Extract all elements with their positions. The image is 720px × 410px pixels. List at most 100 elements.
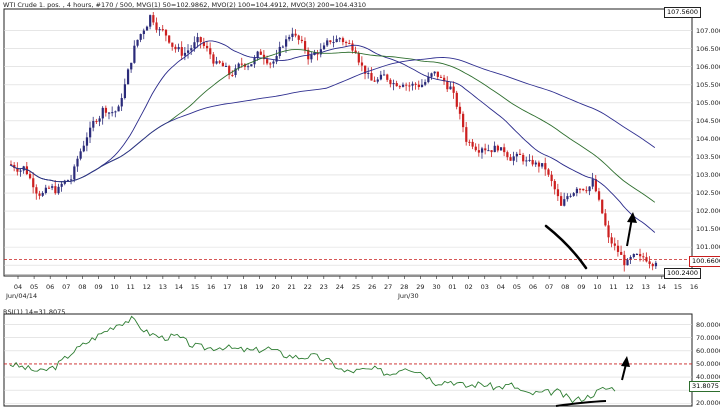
candle-body [70, 179, 73, 181]
candle-body [76, 158, 79, 167]
time-tick-label: 09 [577, 283, 586, 291]
candle-body [452, 86, 455, 93]
candle-body [107, 112, 111, 114]
time-tick-label: 14 [174, 283, 184, 291]
time-tick-label: 13 [158, 283, 167, 291]
candle-body [247, 66, 250, 68]
candle-body [484, 148, 487, 151]
candle-body [177, 47, 180, 50]
candle-body [10, 164, 13, 166]
rsi-line [9, 315, 616, 404]
candle-body [13, 164, 16, 168]
candle-body [512, 156, 515, 161]
price-tick-label: 103.5000 [696, 152, 720, 161]
candle-body [575, 188, 579, 194]
candle-body [209, 48, 212, 55]
time-tick-label: 09 [94, 283, 103, 291]
candle-body [136, 39, 139, 46]
time-tick-label: 05 [512, 283, 522, 291]
candle-body [493, 145, 496, 153]
candle-body [231, 74, 234, 76]
candle-body [566, 196, 569, 200]
candle-body [243, 64, 247, 67]
candle-body [117, 106, 120, 112]
candle-body [376, 79, 379, 82]
rsi-frame [3, 313, 693, 407]
candle-body [16, 167, 19, 172]
candle-body [357, 53, 360, 63]
candle-body [496, 145, 500, 151]
candle-body [51, 186, 54, 188]
price-tick-label: 106.5000 [696, 44, 720, 53]
candle-body [439, 76, 443, 78]
time-tick-label: 08 [78, 283, 87, 291]
price-chart[interactable] [0, 0, 720, 280]
rsi-value-box: 31.8075 [689, 381, 720, 392]
candle-body [607, 225, 610, 238]
candle-body [303, 41, 307, 50]
low-price-box: 100.2400 [664, 268, 702, 279]
time-tick-label: 10 [110, 283, 119, 291]
candle-body [291, 33, 294, 37]
candle-body [382, 74, 386, 76]
candle-body [319, 49, 322, 55]
candle-body [506, 152, 509, 158]
candle-body [60, 183, 63, 187]
time-tick-label: 03 [480, 283, 489, 291]
candle-body [224, 65, 228, 67]
main-chart-title: WTI Crude 1. pos. , 4 hours, #170 / 500,… [3, 1, 367, 9]
candle-body [228, 65, 231, 75]
candle-body [35, 187, 38, 194]
candle-body [351, 43, 354, 51]
candle-body [190, 48, 193, 51]
candle-body [73, 166, 76, 180]
candle-body [471, 141, 474, 147]
price-tick-label: 107.0000 [696, 26, 720, 35]
candle-body [522, 154, 525, 162]
time-tick-label: 23 [319, 283, 328, 291]
candle-body [534, 162, 537, 165]
time-tick-label: 19 [255, 283, 264, 291]
candle-body [556, 189, 560, 197]
candle-body [635, 254, 639, 256]
time-tick-label: 05 [29, 283, 39, 291]
ma-50-line [9, 40, 656, 233]
rsi-tick-label: 20.0000 [696, 399, 720, 408]
time-tick-label: 17 [223, 283, 232, 291]
candle-body [218, 61, 221, 63]
candle-body [550, 174, 553, 182]
candle-body [89, 127, 92, 138]
candle-body [152, 15, 155, 23]
candle-body [518, 153, 522, 155]
candle-body [114, 111, 117, 113]
candle-body [547, 169, 550, 175]
price-tick-label: 103.0000 [696, 170, 720, 179]
candle-body [620, 251, 623, 255]
time-tick-label: 25 [351, 283, 361, 291]
rsi-tick-label: 70.0000 [696, 333, 720, 342]
candle-body [240, 63, 243, 65]
candle-body [541, 163, 544, 167]
time-tick-label: 28 [400, 283, 409, 291]
candle-body [187, 50, 190, 53]
time-tick-label: 07 [62, 283, 71, 291]
candle-body [654, 262, 658, 267]
time-tick-label: 12 [142, 283, 151, 291]
time-tick-label: 29 [416, 283, 425, 291]
candle-body [367, 73, 370, 75]
candle-body [250, 64, 253, 67]
candle-body [266, 59, 269, 64]
candle-body [202, 42, 206, 46]
time-tick-label: 14 [657, 283, 666, 291]
rsi-tick-label: 80.0000 [696, 320, 720, 329]
time-tick-label: 30 [432, 283, 441, 291]
price-tick-label: 104.5000 [696, 116, 720, 125]
ma-200-line [9, 57, 656, 183]
candle-body [335, 38, 338, 43]
candle-body [604, 213, 607, 226]
price-tick-label: 102.0000 [696, 207, 720, 216]
candle-body [345, 42, 348, 44]
candle-body [639, 254, 642, 257]
